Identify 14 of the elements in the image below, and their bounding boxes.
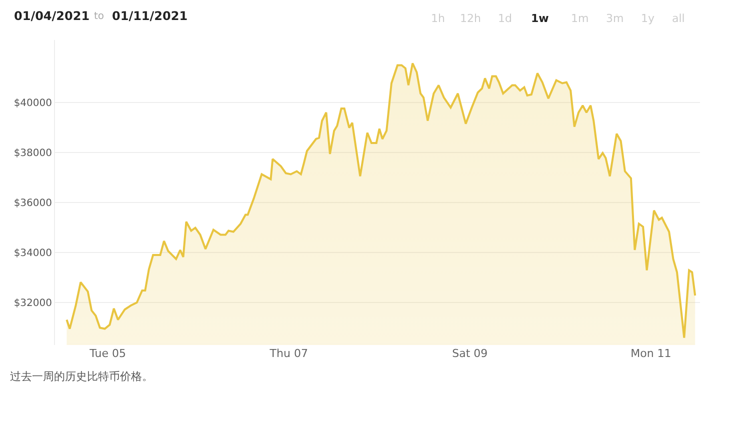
text: 01/11/2021	[112, 9, 188, 23]
x-tick-label: Thu 07	[268, 347, 308, 360]
x-tick-label: Mon 11	[630, 347, 672, 360]
x-tick-label: Sat 09	[452, 347, 488, 360]
y-tick-label: $36000	[14, 198, 52, 209]
x-tick-label: Tue 05	[88, 347, 126, 360]
text: 1w	[531, 12, 549, 25]
y-tick-label: $40000	[14, 98, 52, 109]
y-tick-label: $32000	[14, 298, 52, 309]
text: to	[94, 11, 104, 22]
y-tick-label: $38000	[14, 148, 52, 159]
text: 01/04/2021	[14, 9, 90, 23]
text: 过去一周的历史比特币价格。	[10, 370, 153, 383]
y-tick-label: $34000	[14, 248, 52, 259]
